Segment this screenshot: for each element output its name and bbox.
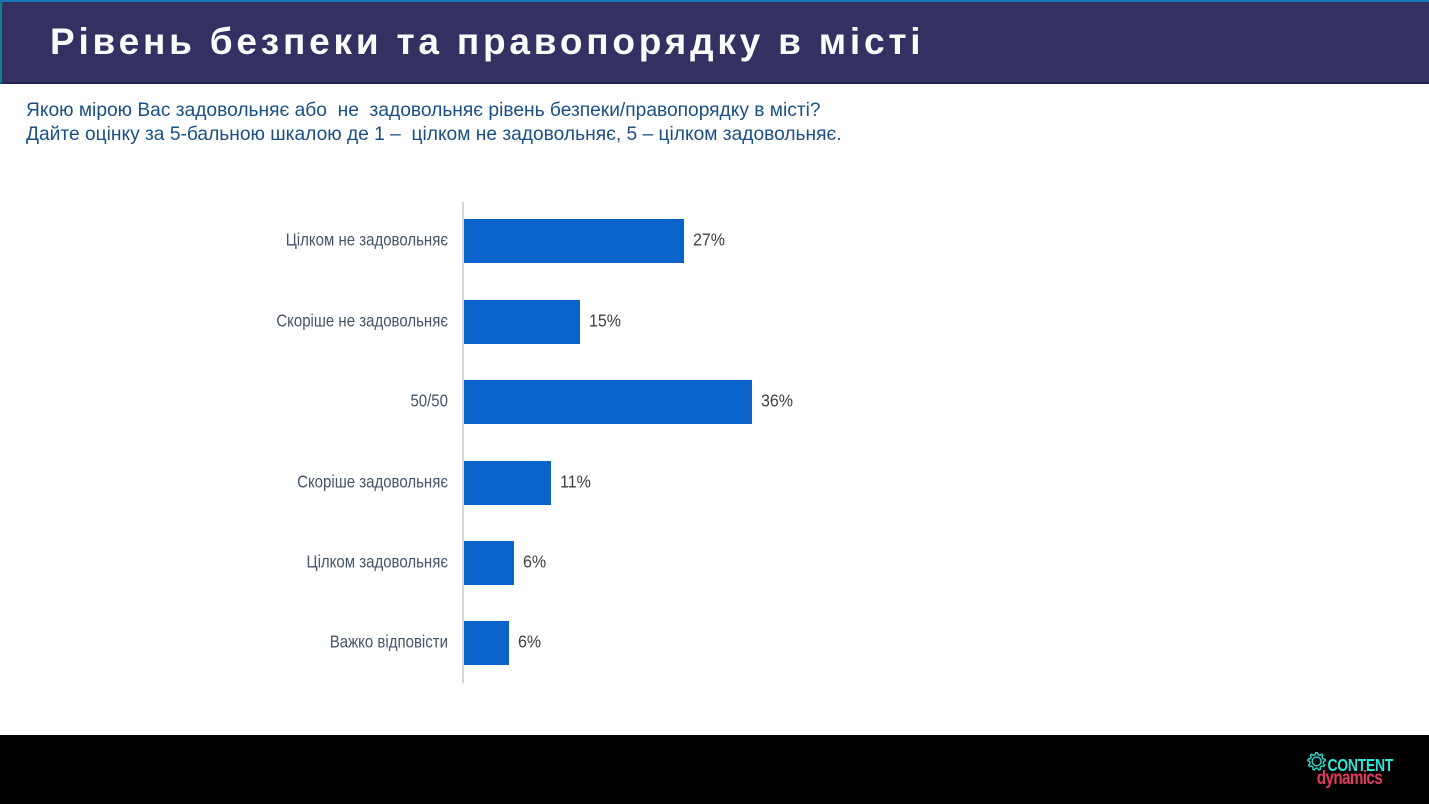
svg-text:dynamics: dynamics <box>1317 766 1382 788</box>
svg-text:CONTENT: CONTENT <box>1328 757 1394 776</box>
